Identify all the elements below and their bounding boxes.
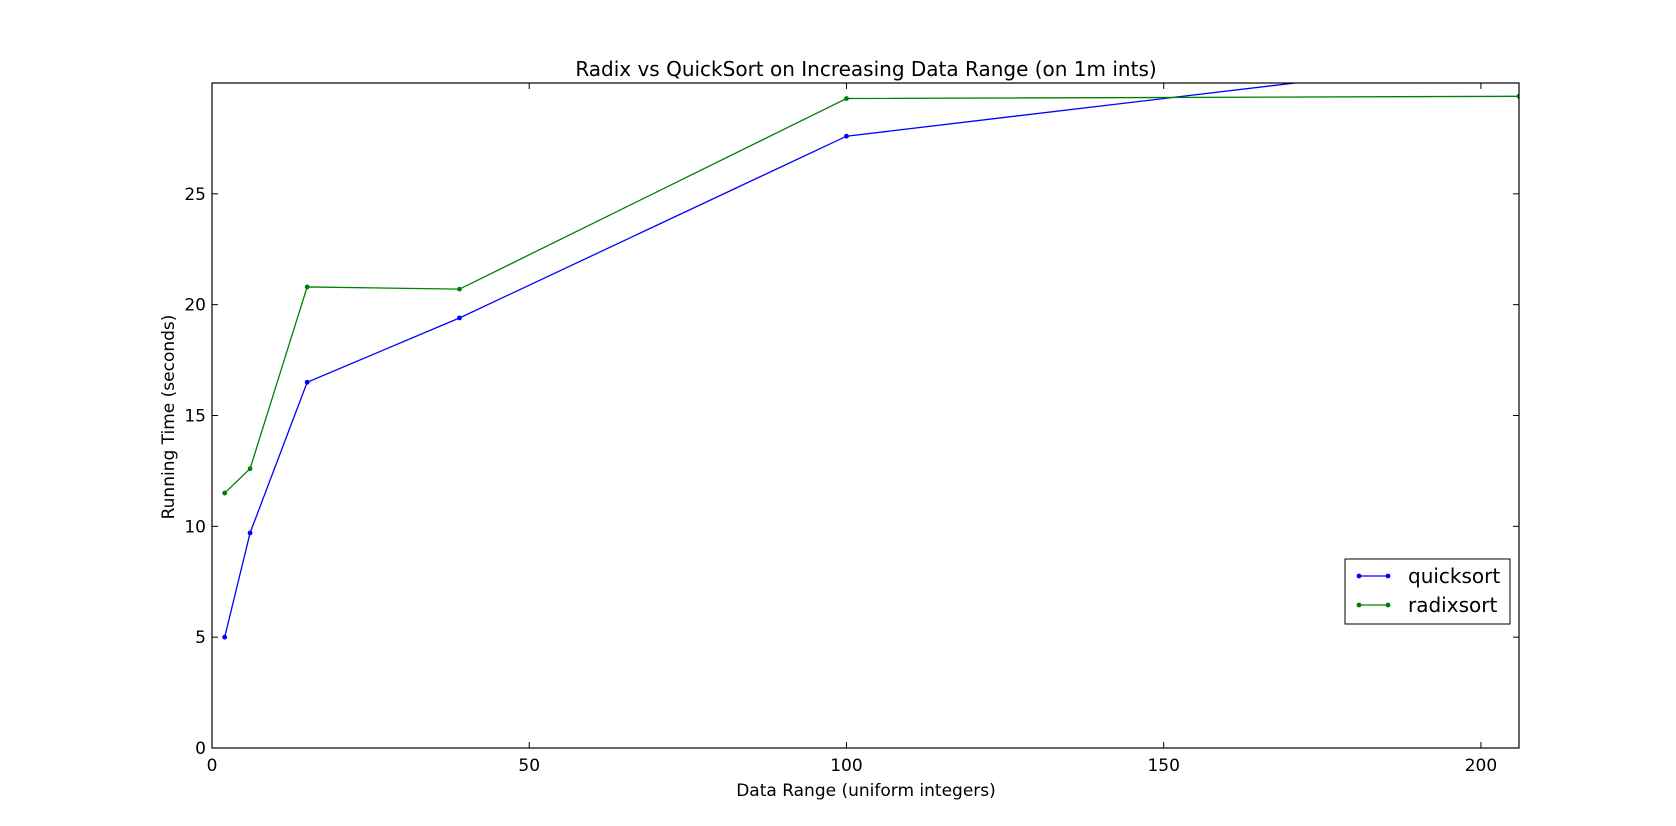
legend: quicksort radixsort — [1344, 558, 1511, 625]
x-tick-label: 150 — [1147, 756, 1179, 776]
x-axis-title: Data Range (uniform integers) — [736, 781, 996, 801]
y-tick-label: 25 — [184, 185, 206, 205]
plot-frame — [211, 82, 1520, 749]
legend-marker-radixsort — [1385, 602, 1391, 608]
legend-box — [1344, 558, 1511, 625]
x-tick-label: 100 — [830, 756, 862, 776]
data-point-quicksort — [457, 315, 462, 321]
y-tick-label: 15 — [184, 407, 206, 427]
axes-layer: 0 50 100 150 200 0 5 10 15 20 25 — [184, 82, 1520, 776]
y-axis-title: Running Time (seconds) — [159, 315, 179, 520]
x-tick-label: 0 — [207, 756, 218, 776]
legend-label-quicksort: quicksort — [1408, 564, 1500, 588]
legend-label-radixsort: radixsort — [1408, 593, 1497, 617]
legend-marker-quicksort — [1385, 573, 1391, 579]
x-tick-label: 50 — [518, 756, 540, 776]
y-tick-label: 0 — [195, 739, 206, 759]
data-point-radixsort — [222, 490, 228, 496]
series-line-radixsort — [224, 95, 1519, 494]
series-line-quicksort — [224, 83, 1301, 638]
legend-marker-radixsort — [1356, 602, 1362, 608]
data-point-quicksort — [844, 133, 849, 139]
y-tick-label: 5 — [195, 628, 206, 648]
legend-item-radixsort: radixsort — [1356, 593, 1497, 617]
data-point-radixsort — [304, 284, 310, 290]
series-layer — [222, 54, 1522, 640]
series-radixsort — [222, 93, 1519, 496]
data-point-radixsort — [457, 286, 462, 292]
y-tick-label: 10 — [184, 517, 206, 537]
y-tick-label: 20 — [184, 296, 206, 316]
x-tick-label: 200 — [1465, 756, 1497, 776]
data-point-quicksort — [304, 379, 310, 385]
chart-title: Radix vs QuickSort on Increasing Data Ra… — [575, 57, 1156, 81]
legend-marker-quicksort — [1356, 573, 1362, 579]
legend-item-quicksort: quicksort — [1356, 564, 1500, 588]
data-point-quicksort — [222, 634, 228, 640]
series-quicksort — [222, 54, 1522, 640]
data-point-quicksort — [1517, 54, 1522, 59]
data-point-quicksort — [247, 530, 253, 536]
data-point-radixsort — [247, 466, 253, 472]
data-point-radixsort — [844, 96, 849, 101]
